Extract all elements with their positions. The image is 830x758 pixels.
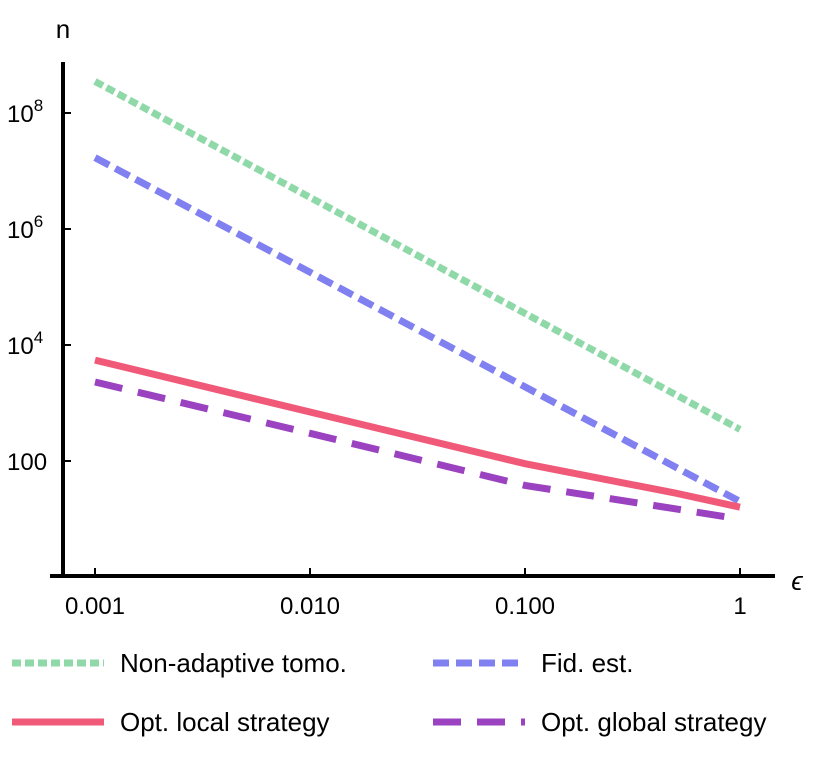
series-line-3 (94, 356, 741, 511)
axes-layer (50, 62, 775, 578)
y-axis-title: n (56, 14, 70, 44)
legend-label: Opt. local strategy (120, 707, 330, 737)
legend: Non-adaptive tomo. Fid. est. Opt. local st… (12, 648, 766, 737)
x-tick-label: 0.100 (495, 593, 555, 620)
x-tick-label: 1 (733, 593, 746, 620)
series-line-1 (93, 78, 742, 433)
legend-label: Non-adaptive tomo. (120, 648, 347, 678)
x-tick-group: 0.001 0.010 0.100 1 (65, 568, 747, 620)
legend-item: Non-adaptive tomo. (12, 648, 347, 678)
y-tick-label: 100 (7, 449, 47, 476)
y-tick-label: 108 (7, 96, 43, 128)
series-line-2 (93, 154, 742, 505)
legend-item: Opt. global strategy (433, 707, 766, 737)
x-tick-label: 0.001 (65, 593, 125, 620)
x-axis-title: ϵ (791, 566, 803, 596)
y-tick-label: 104 (7, 328, 43, 360)
legend-item: Fid. est. (433, 648, 633, 678)
x-tick-label: 0.010 (280, 593, 340, 620)
y-tick-label: 106 (7, 212, 43, 244)
series-layer (93, 78, 742, 523)
legend-item: Opt. local strategy (12, 707, 330, 737)
legend-label: Fid. est. (541, 648, 633, 678)
series-line-4 (94, 378, 741, 523)
y-tick-group: 100 104 106 108 (7, 96, 71, 476)
legend-label: Opt. global strategy (541, 707, 766, 737)
